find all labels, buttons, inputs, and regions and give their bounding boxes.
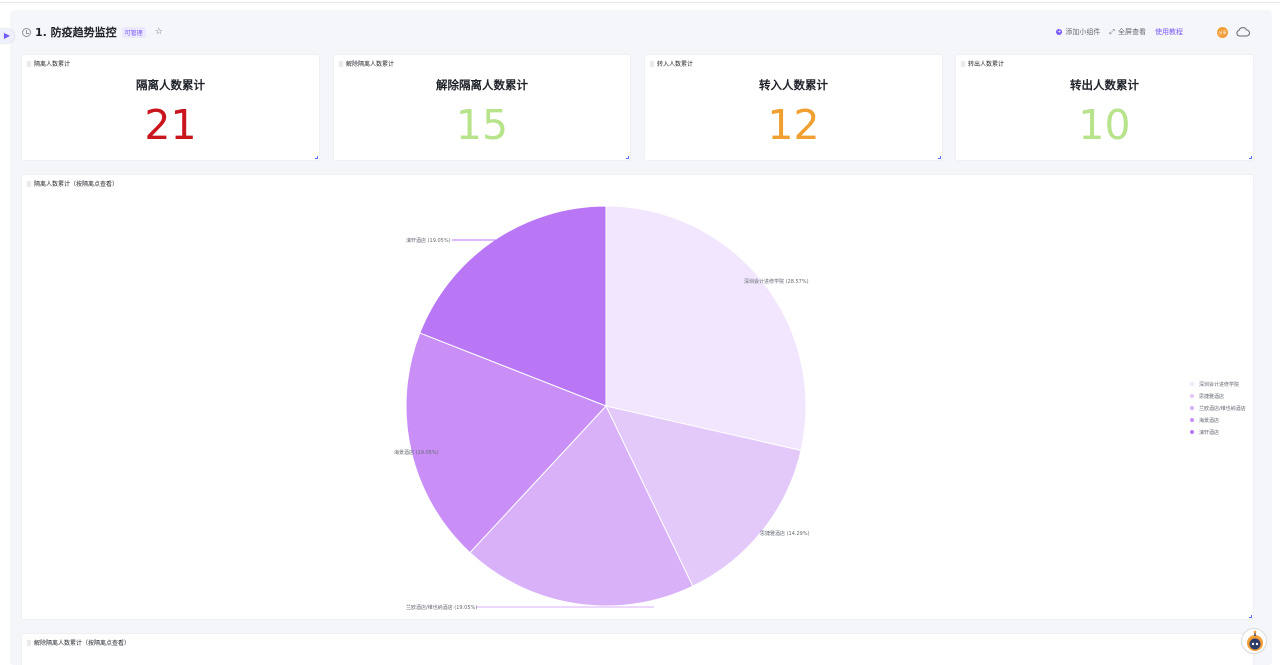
drag-handle-icon[interactable] [27, 180, 31, 187]
star-icon[interactable]: ☆ [154, 27, 163, 37]
clock-icon [22, 27, 31, 37]
slice-label: 濠轩酒店 (19.05%) [406, 237, 451, 244]
resize-handle-icon[interactable] [1249, 156, 1252, 159]
kpi-value: 12 [767, 101, 820, 149]
kpi-card-transfer-out[interactable]: 转出人数累计 转出人数累计 10 [955, 54, 1254, 161]
kpi-card-released[interactable]: 解除隔离人数累计 解除隔离人数累计 15 [333, 54, 631, 161]
plus-icon: + [1056, 29, 1063, 35]
resize-handle-icon[interactable] [626, 156, 629, 159]
legend-swatch [1190, 418, 1194, 422]
kpi-title: 隔离人数累计 [136, 78, 205, 92]
slice-label: 深圳会计进修学院 (28.57%) [744, 278, 809, 285]
card-label: 隔离人数累计（按隔离点查看） [27, 179, 118, 188]
add-widget-button[interactable]: + 添加小组件 [1056, 27, 1100, 37]
pie-slice[interactable] [605, 205, 807, 452]
legend-label: 深圳会计进修学院 [1199, 381, 1240, 388]
legend-item[interactable]: 深圳会计进修学院 [1190, 378, 1246, 390]
fullscreen-button[interactable]: ⤢ 全屏查看 [1109, 27, 1146, 37]
slice-label: 海景酒店 (19.05%) [394, 449, 439, 456]
pie-slice[interactable] [405, 332, 607, 554]
drag-handle-icon[interactable] [961, 60, 965, 67]
kpi-value: 21 [144, 101, 197, 149]
fullscreen-label: 全屏查看 [1118, 28, 1146, 36]
card-label-text: 解除隔离人数累计 [346, 61, 395, 68]
kpi-title: 转入人数累计 [759, 78, 828, 92]
add-widget-label: 添加小组件 [1065, 28, 1101, 36]
kpi-value: 10 [1078, 101, 1131, 149]
tutorial-link[interactable]: 使用教程 [1155, 28, 1183, 36]
card-label-text: 转入人数累计 [657, 61, 694, 68]
legend-item[interactable]: 濠轩酒店 [1190, 426, 1246, 438]
slice-label: 思捷雅酒店 (14.29%) [760, 530, 810, 537]
card-label-text: 隔离人数累计 [34, 61, 71, 68]
drag-handle-icon[interactable] [27, 639, 31, 646]
kpi-value: 15 [455, 101, 509, 149]
legend-label: 海景酒店 [1199, 417, 1220, 424]
permission-badge: 可管理 [121, 26, 146, 38]
card-label-text: 隔离人数累计（按隔离点查看） [34, 181, 119, 188]
sidebar-toggle-icon[interactable]: ▶ [0, 29, 14, 43]
legend-item[interactable]: 思捷雅酒店 [1190, 390, 1246, 402]
card-label: 解除隔离人数累计 [339, 59, 394, 68]
legend-swatch [1190, 394, 1194, 398]
slice-label: 兰欧酒店/维也纳酒店 (19.05%) [406, 604, 477, 611]
legend-item[interactable]: 海景酒店 [1190, 414, 1246, 426]
kpi-title: 解除隔离人数累计 [436, 78, 528, 92]
legend-label: 思捷雅酒店 [1199, 393, 1225, 400]
drag-handle-icon[interactable] [27, 60, 31, 67]
pie-chart-card[interactable]: 隔离人数累计（按隔离点查看） 深圳会计进修学院 (28.57%) 思捷雅酒店 (1… [21, 174, 1254, 620]
kpi-card-transfer-in[interactable]: 转入人数累计 转入人数累计 12 [644, 54, 943, 161]
assistant-robot-icon[interactable] [1241, 628, 1267, 654]
card-label: 隔离人数累计 [27, 59, 70, 68]
drag-handle-icon[interactable] [339, 60, 343, 67]
legend-item[interactable]: 兰欧酒店/维也纳酒店 [1190, 402, 1246, 414]
card-label-text: 转出人数累计 [968, 61, 1005, 68]
dashboard-header: 1. 防疫趋势监控 可管理 ☆ + 添加小组件 ⤢ 全屏查看 使用教程 分享 [22, 24, 1262, 40]
pie-chart: 深圳会计进修学院 (28.57%) 思捷雅酒店 (14.29%) 兰欧酒店/维也纳酒… [394, 205, 810, 611]
resize-handle-icon[interactable] [1249, 615, 1252, 618]
pie-slice[interactable] [605, 405, 802, 587]
legend-label: 兰欧酒店/维也纳酒店 [1199, 405, 1246, 412]
cloud-icon[interactable] [1236, 27, 1250, 37]
resize-handle-icon[interactable] [315, 156, 318, 159]
resize-handle-icon[interactable] [938, 156, 941, 159]
drag-handle-icon[interactable] [650, 60, 654, 67]
top-border [0, 0, 1280, 3]
card-label: 解除隔离人数累计（按隔离点查看） [27, 638, 130, 647]
legend-label: 濠轩酒店 [1199, 429, 1220, 436]
legend-swatch [1190, 382, 1194, 386]
kpi-title: 转出人数累计 [1070, 78, 1139, 92]
fullscreen-icon: ⤢ [1109, 27, 1115, 36]
header-actions: + 添加小组件 ⤢ 全屏查看 使用教程 分享 [1047, 24, 1250, 40]
pie-slice[interactable] [419, 205, 607, 407]
avatar[interactable]: 分享 [1217, 26, 1228, 38]
card-label: 转入人数累计 [650, 59, 693, 68]
kpi-card-isolated[interactable]: 隔离人数累计 隔离人数累计 21 [21, 54, 320, 161]
legend-swatch [1190, 406, 1194, 410]
pie-slice[interactable] [469, 405, 694, 607]
page-title: 1. 防疫趋势监控 [35, 26, 117, 39]
chart-legend: 深圳会计进修学院 思捷雅酒店兰欧酒店/维也纳酒店 海景酒店濠轩酒店 [1190, 378, 1246, 438]
legend-swatch [1190, 430, 1194, 434]
card-label: 转出人数累计 [961, 59, 1004, 68]
released-by-site-card[interactable]: 解除隔离人数累计（按隔离点查看） [21, 633, 1254, 665]
card-label-text: 解除隔离人数累计（按隔离点查看） [34, 640, 131, 647]
